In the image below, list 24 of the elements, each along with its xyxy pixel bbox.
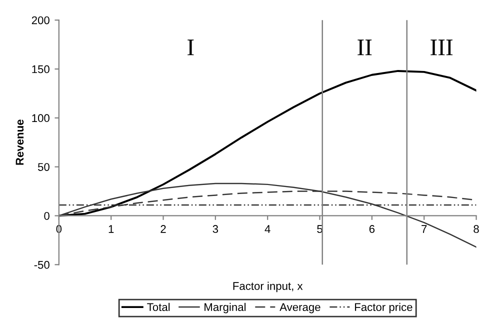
y-tick-label: -50 <box>34 260 50 269</box>
line-series <box>58 70 476 217</box>
x-tick-label: 1 <box>108 225 114 233</box>
x-tick-label: 7 <box>422 225 427 233</box>
legend-label: Total <box>147 302 170 312</box>
y-tick-label: 50 <box>38 163 50 171</box>
y-axis-title: Revenue <box>16 120 24 165</box>
y-tick-label: 200 <box>32 16 50 24</box>
x-axis-title: Factor input, x <box>233 282 303 292</box>
legend-label: Average <box>280 303 320 314</box>
x-tick-label: 4 <box>264 225 270 233</box>
legend-label: Factor price <box>355 302 412 314</box>
y-tick-label: 0 <box>44 212 50 220</box>
y-tick-label: 100 <box>32 114 50 122</box>
x-tick-label: 6 <box>369 225 375 233</box>
x-tick-label: 2 <box>160 225 166 233</box>
y-tick-label: 150 <box>32 65 50 74</box>
x-tick-label: 8 <box>474 225 479 233</box>
annotation: I <box>188 40 194 56</box>
x-tick-label: 5 <box>317 225 322 233</box>
x-tick-label: 3 <box>212 225 218 233</box>
annotation: II <box>358 40 372 56</box>
legend-label: Marginal <box>204 302 246 314</box>
annotation: III <box>430 40 453 56</box>
